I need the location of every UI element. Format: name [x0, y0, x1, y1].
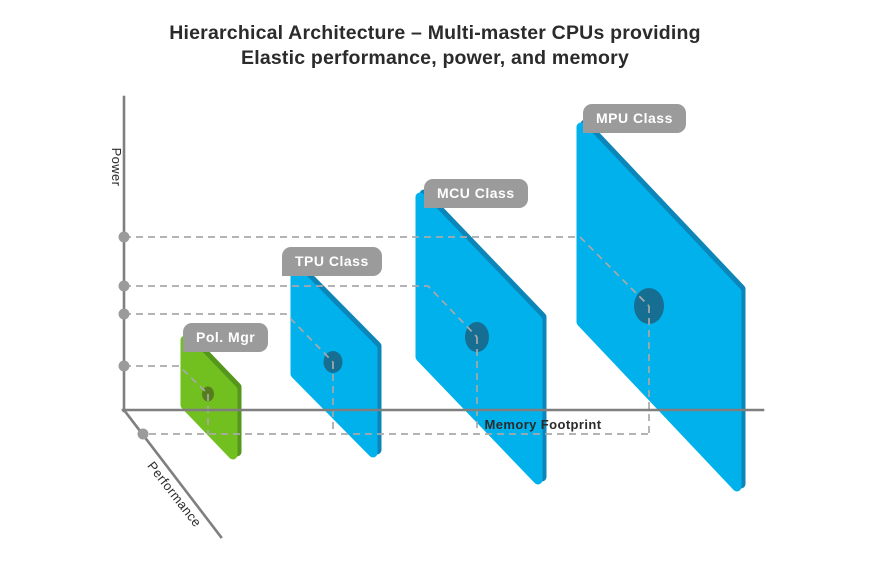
node-pol-mgr-plane — [180, 332, 242, 460]
node-badge-mpu: MPU Class — [583, 104, 686, 133]
power-tick-dot-pol-mgr — [118, 360, 130, 372]
node-badge-tpu: TPU Class — [282, 247, 382, 276]
performance-tick-dot — [137, 428, 149, 440]
power-guide-mcu — [124, 285, 478, 338]
power-guide-mpu — [124, 236, 650, 307]
memory-axis-label: Memory Footprint — [485, 417, 602, 432]
node-badge-mcu: MCU Class — [424, 179, 528, 208]
node-badge-pol-mgr: Pol. Mgr — [183, 323, 269, 352]
power-tick-dot-mpu — [118, 231, 130, 243]
power-guide-pol-mgr — [124, 365, 209, 395]
power-guide-tpu — [124, 313, 334, 363]
title-line-2: Elastic performance, power, and memory — [241, 47, 629, 69]
power-tick-dot-tpu — [118, 308, 130, 320]
title-line-1: Hierarchical Architecture – Multi-master… — [169, 22, 701, 44]
power-tick-dot-mcu — [118, 280, 130, 292]
node-tpu-plane — [290, 262, 382, 458]
performance-axis-label: Performance — [144, 459, 204, 530]
diagram-title: Hierarchical Architecture – Multi-master… — [0, 21, 870, 71]
power-axis-label: Power — [109, 148, 124, 187]
node-mpu-plane — [576, 119, 746, 492]
